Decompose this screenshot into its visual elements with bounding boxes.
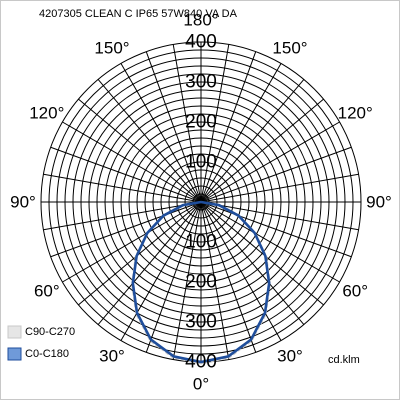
grid-spoke — [43, 201, 202, 231]
unit-label: cd.klm — [328, 354, 360, 366]
grid-spoke — [200, 51, 257, 203]
legend-label: C0-C180 — [25, 348, 69, 360]
grid-spoke — [43, 173, 202, 203]
grid-spoke — [62, 201, 202, 283]
grid-spoke — [200, 201, 230, 360]
radial-tick-label: 300 — [185, 72, 217, 93]
legend-label: C90-C270 — [25, 326, 75, 338]
legend-swatch — [7, 347, 22, 361]
angle-label: 60° — [34, 282, 60, 301]
grid-spoke — [200, 44, 230, 203]
radial-tick-label: 300 — [185, 312, 217, 333]
grid-spoke — [120, 63, 202, 203]
intensity-curves — [131, 200, 271, 365]
radial-tick-label: 100 — [185, 232, 217, 253]
angle-label: 120° — [29, 104, 64, 123]
grid-spoke — [200, 201, 359, 231]
grid-spoke — [200, 146, 352, 203]
angle-label: 120° — [338, 104, 373, 123]
series-curve-c90-c270 — [131, 201, 271, 365]
chart-title: 4207305 CLEAN C IP65 57W840 VA DA — [39, 8, 238, 20]
radial-tick-label: 200 — [185, 272, 217, 293]
radial-tick-label: 100 — [185, 152, 217, 173]
grid-spoke — [200, 201, 282, 341]
grid-spoke — [200, 201, 324, 306]
angle-label: 150° — [94, 38, 129, 57]
series-curve-c0-c180 — [131, 200, 271, 364]
grid-spoke — [200, 121, 340, 203]
angle-label: 150° — [272, 38, 307, 57]
angle-labels: 0° 30° 30° 60° 60° 90° 90° 120° 120° 150° 150° 180° — [10, 11, 392, 394]
legend: C90-C270 C0-C180 — [7, 325, 75, 361]
grid-spoke — [50, 146, 202, 203]
grid-spoke — [97, 79, 202, 203]
radial-tick-label: 200 — [185, 112, 217, 133]
grid-spoke — [78, 98, 202, 203]
grid-spoke — [172, 201, 202, 360]
grid-spoke — [200, 63, 282, 203]
angle-label: 30° — [99, 347, 125, 366]
grid-spoke — [200, 201, 257, 353]
angle-label: 90° — [10, 193, 36, 212]
angle-label: 180° — [183, 11, 218, 30]
grid-spoke — [145, 201, 202, 353]
grid-spoke — [62, 121, 202, 203]
angle-label: 90° — [366, 193, 392, 212]
radial-tick-label: 400 — [185, 352, 217, 373]
grid-spoke — [50, 201, 202, 258]
grid-spoke — [78, 201, 202, 306]
radial-labels: 100 100 200 200 300 300 400 400 — [185, 32, 217, 373]
grid-spoke — [200, 98, 324, 203]
angle-label: 30° — [277, 347, 303, 366]
grid-spoke — [200, 201, 340, 283]
grid-spoke — [200, 201, 352, 258]
grid-spoke — [97, 201, 202, 325]
legend-swatch — [7, 325, 22, 339]
grid-spoke — [200, 79, 305, 203]
angle-label: 60° — [342, 282, 368, 301]
grid-spoke — [172, 44, 202, 203]
grid-spoke — [200, 173, 359, 203]
radial-tick-label: 400 — [185, 32, 217, 53]
grid-spoke — [120, 201, 202, 341]
grid-spoke — [200, 201, 305, 325]
polar-grid — [40, 41, 362, 363]
grid-spoke — [145, 51, 202, 203]
angle-label: 0° — [193, 375, 209, 394]
